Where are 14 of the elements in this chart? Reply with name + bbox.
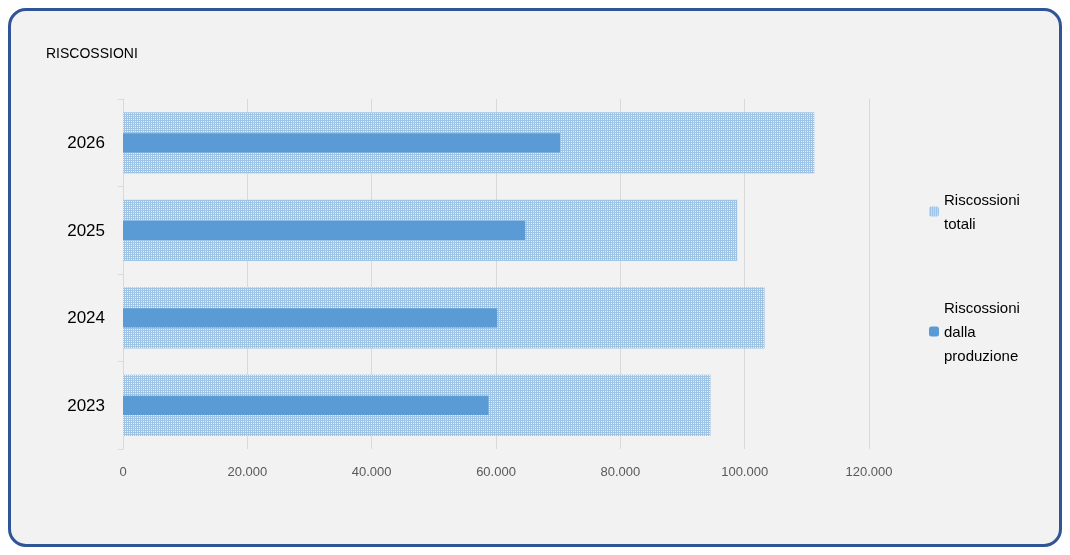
y-tick-label: 2026 <box>67 133 105 153</box>
y-tick-label: 2024 <box>67 308 105 328</box>
legend-label: Riscossioni dalla produzione <box>944 299 1025 364</box>
x-tick-label: 20.000 <box>227 464 268 479</box>
y-tick-label: 2025 <box>67 220 105 240</box>
y-tick-label: 2023 <box>67 395 105 415</box>
x-tick-label: 60.000 <box>476 464 516 479</box>
x-tick-label: 0 <box>119 464 127 479</box>
legend-label: Riscossioni totali <box>944 191 1025 232</box>
x-tick-label: 120.000 <box>845 464 893 479</box>
x-tick-label: 80.000 <box>600 464 641 479</box>
x-tick-label: 100.000 <box>721 464 769 479</box>
chart-title: RISCOSSIONI <box>46 45 138 61</box>
x-tick-label: 40.000 <box>351 464 392 479</box>
